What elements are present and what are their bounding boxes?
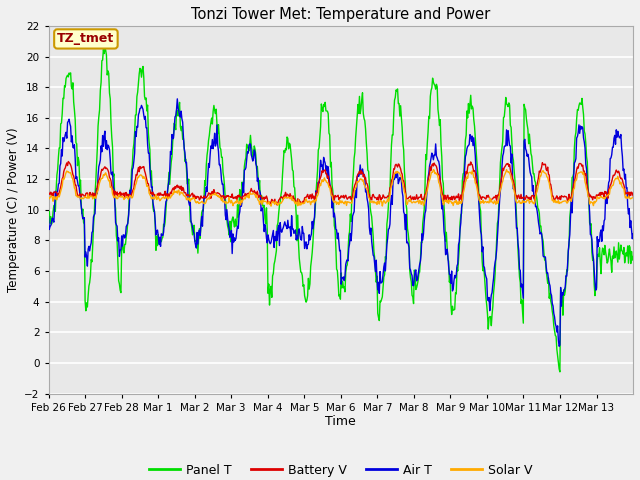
Y-axis label: Temperature (C) / Power (V): Temperature (C) / Power (V) xyxy=(7,127,20,292)
Title: Tonzi Tower Met: Temperature and Power: Tonzi Tower Met: Temperature and Power xyxy=(191,7,490,22)
X-axis label: Time: Time xyxy=(325,415,356,429)
Legend: Panel T, Battery V, Air T, Solar V: Panel T, Battery V, Air T, Solar V xyxy=(144,459,538,480)
Text: TZ_tmet: TZ_tmet xyxy=(58,33,115,46)
